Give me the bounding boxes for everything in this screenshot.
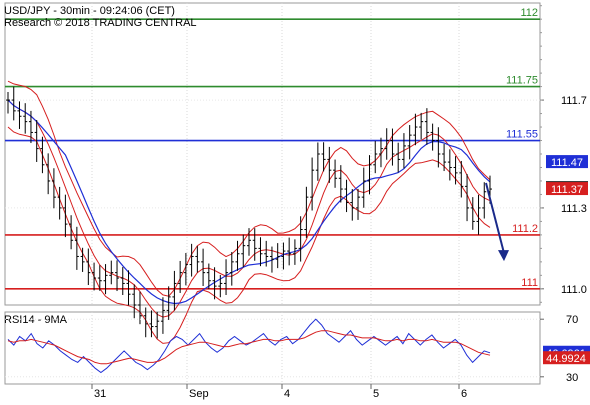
rsi-ma-badge xyxy=(543,351,590,365)
price-tick-label: 111.3 xyxy=(561,203,587,215)
moving-average-line xyxy=(7,99,491,305)
x-tick-label: Sep xyxy=(189,388,209,400)
rsi-title: RSI14 - 9MA xyxy=(4,314,68,326)
price-badge xyxy=(546,155,588,169)
rsi-panel-frame xyxy=(4,311,541,385)
x-tick-label: 5 xyxy=(373,388,379,400)
level-label: 111.55 xyxy=(506,129,538,141)
forecast-arrow-head xyxy=(498,250,509,262)
rsi-tick-label: 70 xyxy=(566,314,578,326)
price-tick-label: 111.7 xyxy=(561,95,587,107)
price-badge-label: 111.37 xyxy=(551,184,583,196)
chart-subtitle: Research © 2018 TRADING CENTRAL xyxy=(4,17,197,29)
rsi-series-line xyxy=(7,318,491,374)
x-tick-label: 6 xyxy=(461,388,467,400)
forecast-arrow xyxy=(485,182,505,254)
rsi-tick-label: 30 xyxy=(566,372,578,384)
bollinger-mid-band xyxy=(7,99,491,318)
price-tick-label: 111.0 xyxy=(561,284,587,296)
level-label: 111.75 xyxy=(506,75,538,87)
level-label: 112 xyxy=(520,7,538,19)
rsi-ma-badge-label: 44.9924 xyxy=(546,353,586,365)
level-label: 111.2 xyxy=(512,223,538,235)
level-label: 111 xyxy=(521,277,538,289)
chart-title: USD/JPY - 30min - 09:24:06 (CET) xyxy=(4,5,175,17)
rsi-series-line xyxy=(7,330,491,365)
price-badge-label: 111.47 xyxy=(551,157,583,169)
price-badge xyxy=(546,182,588,196)
x-tick-label: 4 xyxy=(284,388,290,400)
x-tick-label: 31 xyxy=(94,388,106,400)
